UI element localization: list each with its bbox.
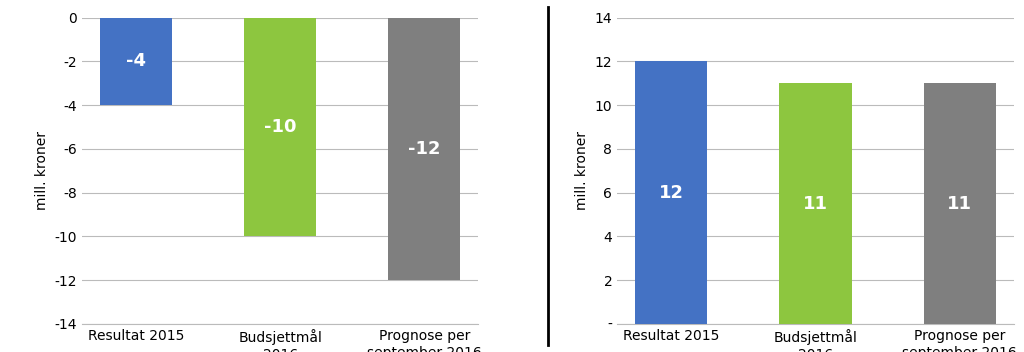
Text: -12: -12	[409, 140, 440, 158]
Text: -4: -4	[126, 52, 146, 70]
Bar	[635, 61, 708, 324]
Bar	[779, 83, 852, 324]
Bar	[100, 18, 172, 105]
Text: 11: 11	[803, 195, 828, 213]
Y-axis label: mill. kroner: mill. kroner	[35, 131, 49, 210]
Text: -10: -10	[264, 118, 296, 136]
Y-axis label: mill. kroner: mill. kroner	[575, 131, 589, 210]
Text: 11: 11	[947, 195, 972, 213]
Bar	[244, 18, 316, 236]
Text: 12: 12	[658, 184, 684, 202]
Bar	[924, 83, 995, 324]
Bar	[388, 18, 461, 280]
